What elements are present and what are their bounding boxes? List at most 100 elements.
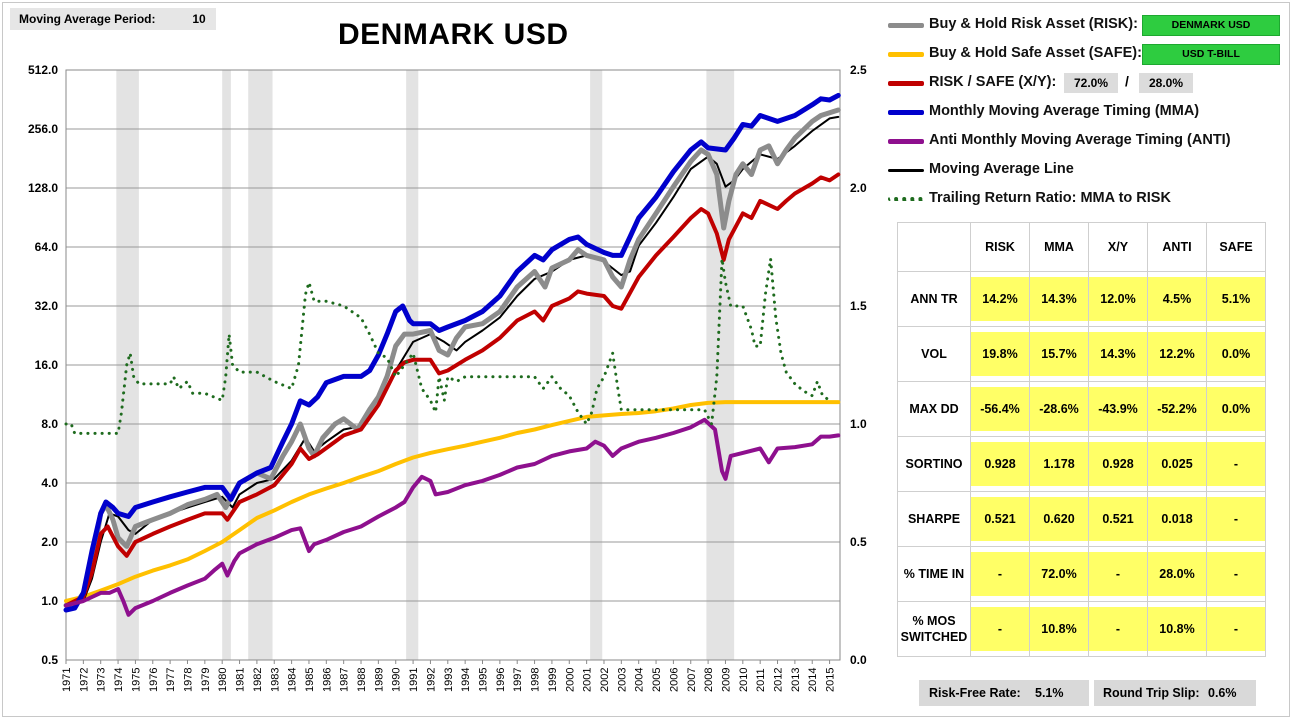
y2-tick-label: 1.5 bbox=[850, 299, 867, 313]
stats-cell: 0.018 bbox=[1148, 497, 1206, 541]
stats-cell: -56.4% bbox=[971, 387, 1029, 431]
x-tick-label: 2005 bbox=[651, 668, 663, 692]
x-tick-label: 1992 bbox=[425, 668, 437, 692]
y-tick-label: 128.0 bbox=[28, 181, 58, 195]
x-tick-label: 2006 bbox=[668, 668, 680, 692]
stats-row-label: MAX DD bbox=[897, 381, 971, 437]
y2-tick-label: 2.0 bbox=[850, 181, 867, 195]
y-tick-label: 0.5 bbox=[41, 653, 58, 667]
stats-cell: 0.0% bbox=[1207, 387, 1265, 431]
stats-cell: - bbox=[1089, 552, 1147, 596]
stats-cell: 15.7% bbox=[1030, 332, 1088, 376]
x-tick-label: 1988 bbox=[356, 668, 368, 692]
x-tick-label: 1984 bbox=[287, 668, 299, 692]
stats-row-label: VOL bbox=[897, 326, 971, 382]
legend-safe-swatch bbox=[888, 52, 924, 57]
stats-cell: - bbox=[1207, 607, 1265, 651]
x-tick-label: 2009 bbox=[720, 668, 732, 692]
slip-label: Round Trip Slip: bbox=[1103, 686, 1200, 700]
stats-cell: 10.8% bbox=[1148, 607, 1206, 651]
y-tick-label: 16.0 bbox=[35, 358, 59, 372]
x-tick-label: 1998 bbox=[530, 668, 542, 692]
stats-cell: -52.2% bbox=[1148, 387, 1206, 431]
xy-safe-pct: 28.0% bbox=[1139, 73, 1193, 93]
stats-row: MAX DD -56.4% -28.6% -43.9% -52.2% 0.0% bbox=[897, 381, 1266, 437]
xy-separator: / bbox=[1125, 73, 1129, 89]
x-tick-label: 1977 bbox=[165, 668, 177, 692]
stats-header-cell: SAFE bbox=[1206, 222, 1266, 272]
legend-mma-label: Monthly Moving Average Timing (MMA) bbox=[929, 103, 1200, 119]
stats-row: VOL 19.8% 15.7% 14.3% 12.2% 0.0% bbox=[897, 326, 1266, 382]
y2-tick-label: 1.0 bbox=[850, 417, 867, 431]
stats-cell: 12.2% bbox=[1148, 332, 1206, 376]
x-tick-label: 1987 bbox=[339, 668, 351, 692]
x-tick-label: 2008 bbox=[703, 668, 715, 692]
x-tick-label: 1995 bbox=[478, 668, 490, 692]
x-tick-label: 1989 bbox=[373, 668, 385, 692]
stats-cell: 0.0% bbox=[1207, 332, 1265, 376]
round-trip-slip-box: Round Trip Slip: 0.6% bbox=[1094, 680, 1256, 706]
legend-ratio-swatch bbox=[888, 197, 924, 201]
series-line-x-y bbox=[64, 172, 841, 608]
x-tick-label: 1990 bbox=[391, 668, 403, 692]
rf-label: Risk-Free Rate: bbox=[929, 686, 1021, 700]
series-line-trailing-return-ratio-mma-to-risk bbox=[64, 257, 832, 435]
legend-anti-swatch bbox=[888, 139, 924, 144]
stats-row: % MOS SWITCHED - 10.8% - 10.8% - bbox=[897, 601, 1266, 657]
stats-cell: - bbox=[1207, 442, 1265, 486]
safe-asset-badge: USD T-BILL bbox=[1142, 44, 1280, 65]
stats-row: SHARPE 0.521 0.620 0.521 0.018 - bbox=[897, 491, 1266, 547]
stats-table: RISK MMA X/Y ANTI SAFE ANN TR 14.2% 14.3… bbox=[897, 222, 1266, 657]
stats-cell: - bbox=[1089, 607, 1147, 651]
stats-row-label: % MOS SWITCHED bbox=[897, 601, 971, 657]
y-tick-label: 2.0 bbox=[41, 535, 58, 549]
x-tick-label: 1981 bbox=[235, 668, 247, 692]
x-tick-label: 1978 bbox=[182, 668, 194, 692]
y2-tick-label: 2.5 bbox=[850, 63, 867, 77]
stats-row: ANN TR 14.2% 14.3% 12.0% 4.5% 5.1% bbox=[897, 271, 1266, 327]
stats-cell: -28.6% bbox=[1030, 387, 1088, 431]
x-tick-label: 1993 bbox=[443, 668, 455, 692]
x-tick-label: 1996 bbox=[495, 668, 507, 692]
stats-cell: 0.928 bbox=[1089, 442, 1147, 486]
x-tick-label: 1974 bbox=[113, 668, 125, 692]
x-tick-label: 1994 bbox=[460, 668, 472, 692]
stats-header-cell: ANTI bbox=[1147, 222, 1207, 272]
legend-ma-label: Moving Average Line bbox=[929, 161, 1074, 177]
y2-tick-label: 0.5 bbox=[850, 535, 867, 549]
x-tick-label: 2012 bbox=[773, 668, 785, 692]
stats-cell: 0.928 bbox=[971, 442, 1029, 486]
x-tick-label: 1999 bbox=[547, 668, 559, 692]
legend-mma-swatch bbox=[888, 110, 924, 115]
period-label: Moving Average Period: bbox=[19, 12, 156, 26]
x-tick-label: 1979 bbox=[200, 668, 212, 692]
x-tick-label: 1986 bbox=[321, 668, 333, 692]
series-line-risk bbox=[63, 107, 841, 608]
legend-anti-label: Anti Monthly Moving Average Timing (ANTI… bbox=[929, 132, 1231, 148]
legend-safe-label: Buy & Hold Safe Asset (SAFE): bbox=[929, 45, 1142, 61]
x-tick-label: 1985 bbox=[304, 668, 316, 692]
stats-cell: - bbox=[1207, 552, 1265, 596]
risk-free-rate-box: Risk-Free Rate: 5.1% bbox=[919, 680, 1089, 706]
stats-cell: 4.5% bbox=[1148, 277, 1206, 321]
xy-risk-pct: 72.0% bbox=[1064, 73, 1118, 93]
y-tick-label: 256.0 bbox=[28, 122, 58, 136]
moving-average-period-box: Moving Average Period: 10 bbox=[10, 8, 216, 30]
stats-cell: 28.0% bbox=[1148, 552, 1206, 596]
x-tick-label: 2004 bbox=[634, 668, 646, 692]
x-tick-label: 1971 bbox=[61, 668, 73, 692]
x-tick-label: 2014 bbox=[807, 668, 819, 692]
plot-area bbox=[65, 69, 841, 661]
x-tick-label: 1973 bbox=[96, 668, 108, 692]
stats-cell: 14.3% bbox=[1089, 332, 1147, 376]
stats-cell: -43.9% bbox=[1089, 387, 1147, 431]
stats-cell: 5.1% bbox=[1207, 277, 1265, 321]
stats-header-row: RISK MMA X/Y ANTI SAFE bbox=[897, 222, 1266, 272]
stats-header-cell: RISK bbox=[970, 222, 1030, 272]
x-tick-label: 2015 bbox=[825, 668, 837, 692]
series-line-mma bbox=[63, 92, 841, 613]
stats-cell: 14.3% bbox=[1030, 277, 1088, 321]
stats-cell: - bbox=[971, 552, 1029, 596]
y-tick-label: 1.0 bbox=[41, 594, 58, 608]
